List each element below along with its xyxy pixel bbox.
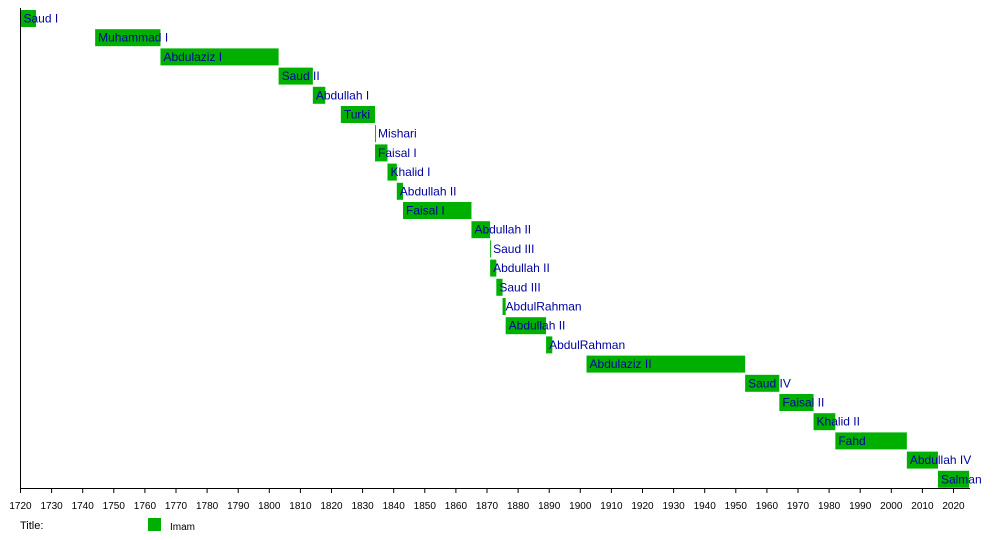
reign-label: Khalid I bbox=[390, 165, 430, 179]
x-tick-label: 1840 bbox=[383, 501, 406, 512]
legend: Title: Imam bbox=[20, 518, 195, 533]
legend-swatch-imam bbox=[148, 518, 161, 531]
reign-bar bbox=[160, 48, 279, 66]
reign-bar bbox=[586, 355, 746, 373]
reign-bar bbox=[375, 125, 377, 143]
reign-label: Abdullah II bbox=[493, 261, 550, 275]
reign-label: Turki bbox=[344, 108, 370, 122]
x-tick-label: 2000 bbox=[880, 501, 903, 512]
x-tick-label: 1730 bbox=[40, 501, 63, 512]
reign-bar bbox=[471, 221, 491, 239]
reign-label: Saud II bbox=[282, 69, 320, 83]
reign-label: Abdullah IV bbox=[910, 453, 971, 467]
reign-label: Saud I bbox=[24, 12, 59, 26]
reign-label: Faisal II bbox=[782, 396, 824, 410]
x-tick-label: 1740 bbox=[72, 501, 95, 512]
x-tick-label: 1870 bbox=[476, 501, 499, 512]
x-tick-label: 1820 bbox=[320, 501, 343, 512]
reign-label: Saud IV bbox=[748, 376, 791, 390]
x-tick-label: 1780 bbox=[196, 501, 219, 512]
reign-bar bbox=[906, 451, 938, 469]
x-tick-label: 1920 bbox=[631, 501, 654, 512]
reign-bar bbox=[340, 106, 376, 123]
reign-bar bbox=[278, 67, 313, 85]
reign-bar bbox=[312, 86, 326, 104]
x-tick-label: 1900 bbox=[569, 501, 592, 512]
reign-bar bbox=[937, 470, 970, 488]
reign-bar bbox=[403, 202, 472, 219]
legend-label-imam: Imam bbox=[170, 522, 195, 533]
reign-label: Fahd bbox=[838, 434, 865, 448]
reign-bar bbox=[490, 240, 492, 258]
reign-label: Abdullah II bbox=[474, 223, 531, 237]
reign-bar bbox=[490, 259, 497, 277]
reign-bar bbox=[95, 29, 161, 47]
reign-bar bbox=[813, 413, 836, 431]
x-axis-ticks: 1720 1730 1740 1750 1760 1770 1780 1790 1800 1810… bbox=[9, 488, 965, 512]
reign-label: Saud III bbox=[499, 280, 540, 294]
reign-label: Abdullah II bbox=[400, 184, 457, 198]
reign-bar bbox=[502, 298, 506, 315]
x-tick-label: 1970 bbox=[787, 501, 810, 512]
x-tick-label: 1980 bbox=[818, 501, 841, 512]
reign-bar bbox=[387, 163, 397, 181]
x-tick-label: 1720 bbox=[9, 501, 32, 512]
reign-label: Saud III bbox=[493, 242, 534, 256]
reign-bar bbox=[745, 374, 780, 392]
x-tick-label: 1930 bbox=[662, 501, 685, 512]
reign-label: AbdulRahman bbox=[549, 338, 625, 352]
reign-label: Abdullah I bbox=[316, 88, 369, 102]
reign-bar bbox=[505, 317, 547, 335]
x-tick-label: 1890 bbox=[538, 501, 561, 512]
x-tick-label: 1790 bbox=[227, 501, 250, 512]
x-tick-label: 1850 bbox=[414, 501, 437, 512]
x-tick-label: 1810 bbox=[289, 501, 312, 512]
reign-label: Salman bbox=[941, 472, 982, 486]
reign-bar bbox=[496, 278, 503, 296]
x-tick-label: 1960 bbox=[756, 501, 779, 512]
reign-label: Abdulaziz I bbox=[163, 50, 222, 64]
reign-bar bbox=[20, 10, 37, 27]
x-tick-label: 2010 bbox=[911, 501, 934, 512]
reign-label: Mishari bbox=[378, 127, 417, 141]
x-tick-label: 1800 bbox=[258, 501, 281, 512]
reign-label: AbdulRahman bbox=[506, 300, 582, 314]
x-tick-label: 1830 bbox=[351, 501, 374, 512]
bars-layer: Saud I Muhammad I Abdulaziz I Saud II Abdull… bbox=[20, 10, 982, 488]
reign-label: Faisal I bbox=[378, 146, 417, 160]
reign-bar bbox=[835, 432, 907, 450]
x-tick-label: 1770 bbox=[165, 501, 188, 512]
x-tick-label: 1750 bbox=[103, 501, 126, 512]
reign-bar bbox=[546, 336, 553, 354]
x-tick-label: 1940 bbox=[694, 501, 717, 512]
reign-bar bbox=[375, 144, 388, 162]
reign-label: Muhammad I bbox=[98, 31, 168, 45]
x-tick-label: 2020 bbox=[942, 501, 965, 512]
x-tick-label: 1990 bbox=[849, 501, 872, 512]
x-tick-label: 1760 bbox=[134, 501, 157, 512]
x-tick-label: 1910 bbox=[600, 501, 623, 512]
reign-label: Abdullah II bbox=[509, 319, 566, 333]
reign-bar bbox=[396, 182, 404, 200]
x-tick-label: 1880 bbox=[507, 501, 530, 512]
reign-label: Khalid II bbox=[817, 415, 860, 429]
reign-bar bbox=[779, 394, 814, 411]
legend-heading: Title: bbox=[20, 520, 43, 532]
reign-label: Abdulaziz II bbox=[590, 357, 652, 371]
reign-label: Faisal I bbox=[406, 204, 445, 218]
x-tick-label: 1860 bbox=[445, 501, 468, 512]
x-tick-label: 1950 bbox=[725, 501, 748, 512]
